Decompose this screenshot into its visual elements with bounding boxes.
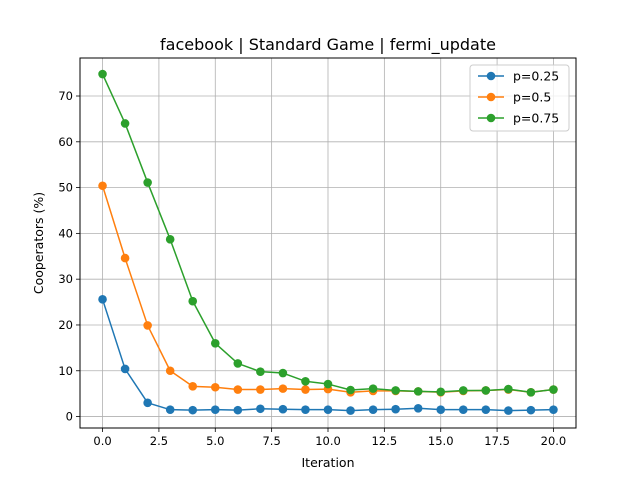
- legend-label: p=0.5: [513, 90, 551, 105]
- x-tick-label: 15.0: [428, 434, 454, 448]
- data-point: [120, 253, 130, 263]
- data-point: [481, 386, 491, 395]
- data-point: [481, 405, 491, 414]
- data-point: [278, 404, 288, 414]
- x-tick-label: 2.5: [150, 434, 168, 448]
- data-point: [98, 181, 107, 191]
- data-point: [210, 405, 220, 414]
- data-point: [436, 387, 446, 397]
- data-point: [233, 405, 243, 415]
- series-3: [98, 69, 558, 397]
- y-tick-label: 70: [58, 89, 73, 103]
- y-tick-label: 10: [58, 364, 73, 378]
- x-tick-label: 10.0: [315, 434, 341, 448]
- data-point: [301, 376, 310, 386]
- data-point: [368, 405, 378, 414]
- data-point: [143, 321, 152, 330]
- ticks: 0.0 2.5 5.0 7.5 10.0 12.5 15.0 17.5 20.0 0 10 20 30 4…: [58, 89, 566, 448]
- data-point: [188, 405, 198, 415]
- data-point: [458, 386, 468, 395]
- data-point: [391, 386, 400, 395]
- legend-box: [469, 64, 570, 132]
- data-point: [210, 338, 220, 348]
- data-point: [143, 398, 152, 408]
- data-point: [368, 384, 378, 393]
- data-point: [346, 406, 355, 415]
- data-point: [165, 405, 175, 414]
- data-point: [278, 368, 288, 378]
- chart-title: facebook | Standard Game | fermi_update: [160, 35, 496, 55]
- data-point: [504, 406, 513, 415]
- data-point: [391, 404, 400, 414]
- data-point: [210, 382, 220, 392]
- y-axis-label: Cooperators (%): [31, 192, 46, 294]
- y-tick-label: 20: [58, 318, 73, 332]
- y-tick-label: 50: [58, 181, 73, 195]
- data-point: [256, 385, 265, 394]
- data-point: [98, 69, 107, 79]
- data-point: [256, 367, 265, 376]
- data-point: [504, 384, 513, 394]
- data-point: [165, 366, 175, 376]
- y-tick-label: 40: [58, 226, 73, 240]
- data-point: [413, 387, 423, 396]
- x-tick-label: 7.5: [262, 434, 280, 448]
- data-point: [301, 405, 310, 414]
- legend-label: p=0.75: [513, 111, 559, 126]
- data-point: [526, 405, 536, 415]
- data-point: [188, 296, 198, 306]
- data-point: [549, 405, 558, 414]
- x-tick-label: 5.0: [206, 434, 224, 448]
- x-tick-label: 0.0: [93, 434, 111, 448]
- legend-label: p=0.25: [513, 69, 559, 84]
- series-layer: [98, 69, 558, 415]
- data-point: [233, 385, 243, 394]
- legend-marker: [486, 113, 496, 123]
- data-point: [458, 405, 468, 414]
- y-tick-label: 30: [58, 272, 73, 286]
- data-point: [323, 405, 333, 414]
- legend-marker: [486, 71, 496, 81]
- data-point: [233, 359, 243, 368]
- data-point: [549, 385, 558, 394]
- data-point: [120, 119, 130, 128]
- data-point: [346, 385, 355, 395]
- data-point: [301, 385, 310, 394]
- data-point: [188, 382, 198, 391]
- data-point: [526, 387, 536, 397]
- data-point: [323, 379, 333, 389]
- x-axis-label: Iteration: [301, 455, 354, 470]
- data-point: [98, 295, 107, 304]
- x-tick-label: 17.5: [484, 434, 510, 448]
- data-point: [278, 384, 288, 393]
- data-point: [413, 404, 423, 413]
- legend: p=0.25 p=0.5 p=0.75: [469, 64, 570, 132]
- x-tick-label: 12.5: [372, 434, 398, 448]
- x-tick-label: 20.0: [541, 434, 567, 448]
- legend-marker: [486, 92, 496, 102]
- data-point: [165, 235, 175, 244]
- y-tick-label: 0: [66, 410, 73, 424]
- series-1: [98, 295, 558, 415]
- data-point: [120, 364, 130, 374]
- y-tick-label: 60: [58, 135, 73, 149]
- data-point: [436, 405, 446, 414]
- data-point: [256, 404, 265, 414]
- data-point: [143, 178, 152, 187]
